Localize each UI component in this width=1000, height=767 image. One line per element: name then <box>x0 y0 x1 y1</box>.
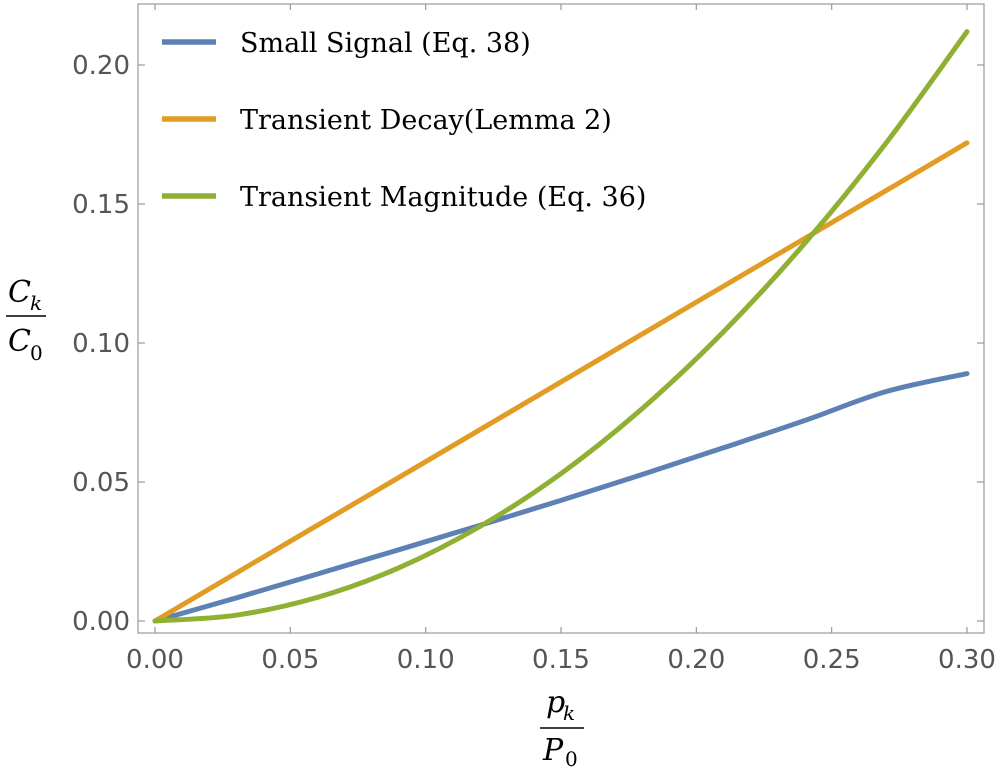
y-tick-label: 0.05 <box>72 468 130 498</box>
y-tick-label: 0.15 <box>72 190 130 220</box>
x-axis-ticks: 0.00 0.05 0.10 0.15 0.20 0.25 0.30 <box>126 4 996 675</box>
y-tick-label: 0.00 <box>72 607 130 637</box>
x-tick-label: 0.25 <box>803 645 861 675</box>
x-tick-label: 0.05 <box>261 645 319 675</box>
series-lines <box>152 29 970 624</box>
x-label-denominator: P <box>542 733 564 767</box>
y-axis-label: C k C 0 <box>6 275 46 365</box>
plot-frame <box>137 3 985 634</box>
legend-label-small-signal-eq-38: Small Signal (Eq. 38) <box>240 28 531 59</box>
y-tick-label: 0.10 <box>72 329 130 359</box>
y-label-denominator: C <box>8 324 31 359</box>
x-tick-label: 0.15 <box>532 645 590 675</box>
x-label-numerator: p <box>546 685 565 720</box>
y-label-denominator-sub: 0 <box>30 341 43 365</box>
y-label-numerator: C <box>8 275 31 310</box>
x-label-denominator-sub: 0 <box>565 747 578 767</box>
x-tick-label: 0.10 <box>397 645 455 675</box>
legend-label-transient-magnitude-eq-36: Transient Magnitude (Eq. 36) <box>240 182 646 213</box>
series-line-small-signal-eq-38 <box>152 371 970 624</box>
x-axis-label: p k P 0 <box>540 685 584 767</box>
x-tick-label: 0.20 <box>667 645 725 675</box>
x-tick-label: 0.00 <box>126 645 184 675</box>
series-line-transient-decay-lemma-2 <box>152 140 970 624</box>
x-tick-label: 0.30 <box>938 645 996 675</box>
y-tick-label: 0.20 <box>72 51 130 81</box>
y-label-numerator-sub: k <box>30 291 42 315</box>
x-label-numerator-sub: k <box>563 701 575 725</box>
y-axis-ticks: 0.00 0.05 0.10 0.15 0.20 <box>72 51 984 637</box>
legend-label-transient-decay-lemma-2: Transient Decay(Lemma 2) <box>240 105 612 136</box>
legend: Small Signal (Eq. 38) Transient Decay(Lem… <box>162 28 646 213</box>
series-line-transient-magnitude-eq-36 <box>152 29 970 624</box>
